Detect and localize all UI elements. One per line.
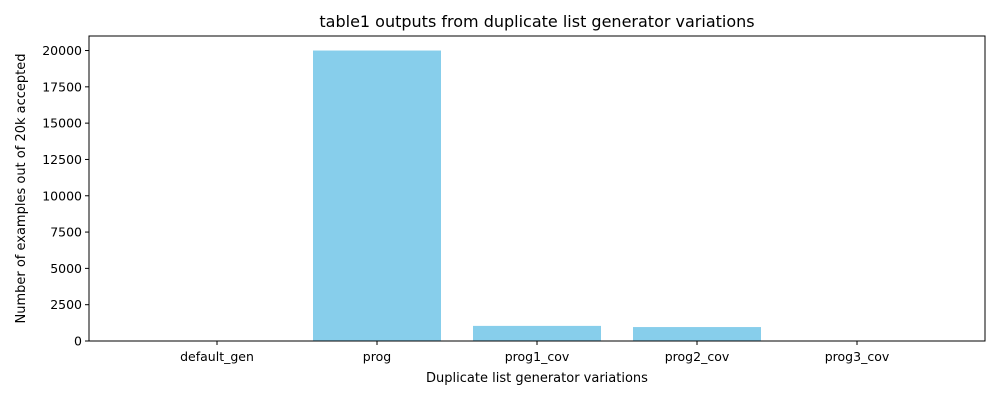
x-tick-label: prog3_cov [825,349,890,364]
chart-title: table1 outputs from duplicate list gener… [319,12,754,31]
bar-prog2_cov [633,327,761,341]
y-ticks-group: 0 2500 5000 7500 10000 12500 15000 17500 20000 [42,43,89,349]
x-axis-label: Duplicate list generator variations [426,371,648,386]
x-tick-label: prog [363,349,391,364]
y-tick-label: 12500 [42,152,82,167]
y-tick-label: 17500 [42,79,82,94]
y-tick-label: 10000 [42,188,82,203]
x-tick-label: default_gen [180,349,254,364]
y-tick-label: 20000 [42,43,82,58]
bars-group [313,50,761,342]
x-tick-label: prog1_cov [505,349,570,364]
x-ticks-group: default_gen prog prog1_cov prog2_cov prog3_c… [180,341,890,364]
plot-frame [88,35,986,342]
y-tick-label: 0 [74,334,82,349]
bar-prog [313,50,441,342]
y-tick-label: 2500 [50,297,82,312]
y-tick-label: 7500 [50,225,82,240]
y-tick-label: 5000 [50,261,82,276]
x-tick-label: prog2_cov [665,349,730,364]
y-tick-label: 15000 [42,116,82,131]
bar-prog1_cov [473,325,601,341]
y-axis-label: Number of examples out of 20k accepted [14,53,29,323]
